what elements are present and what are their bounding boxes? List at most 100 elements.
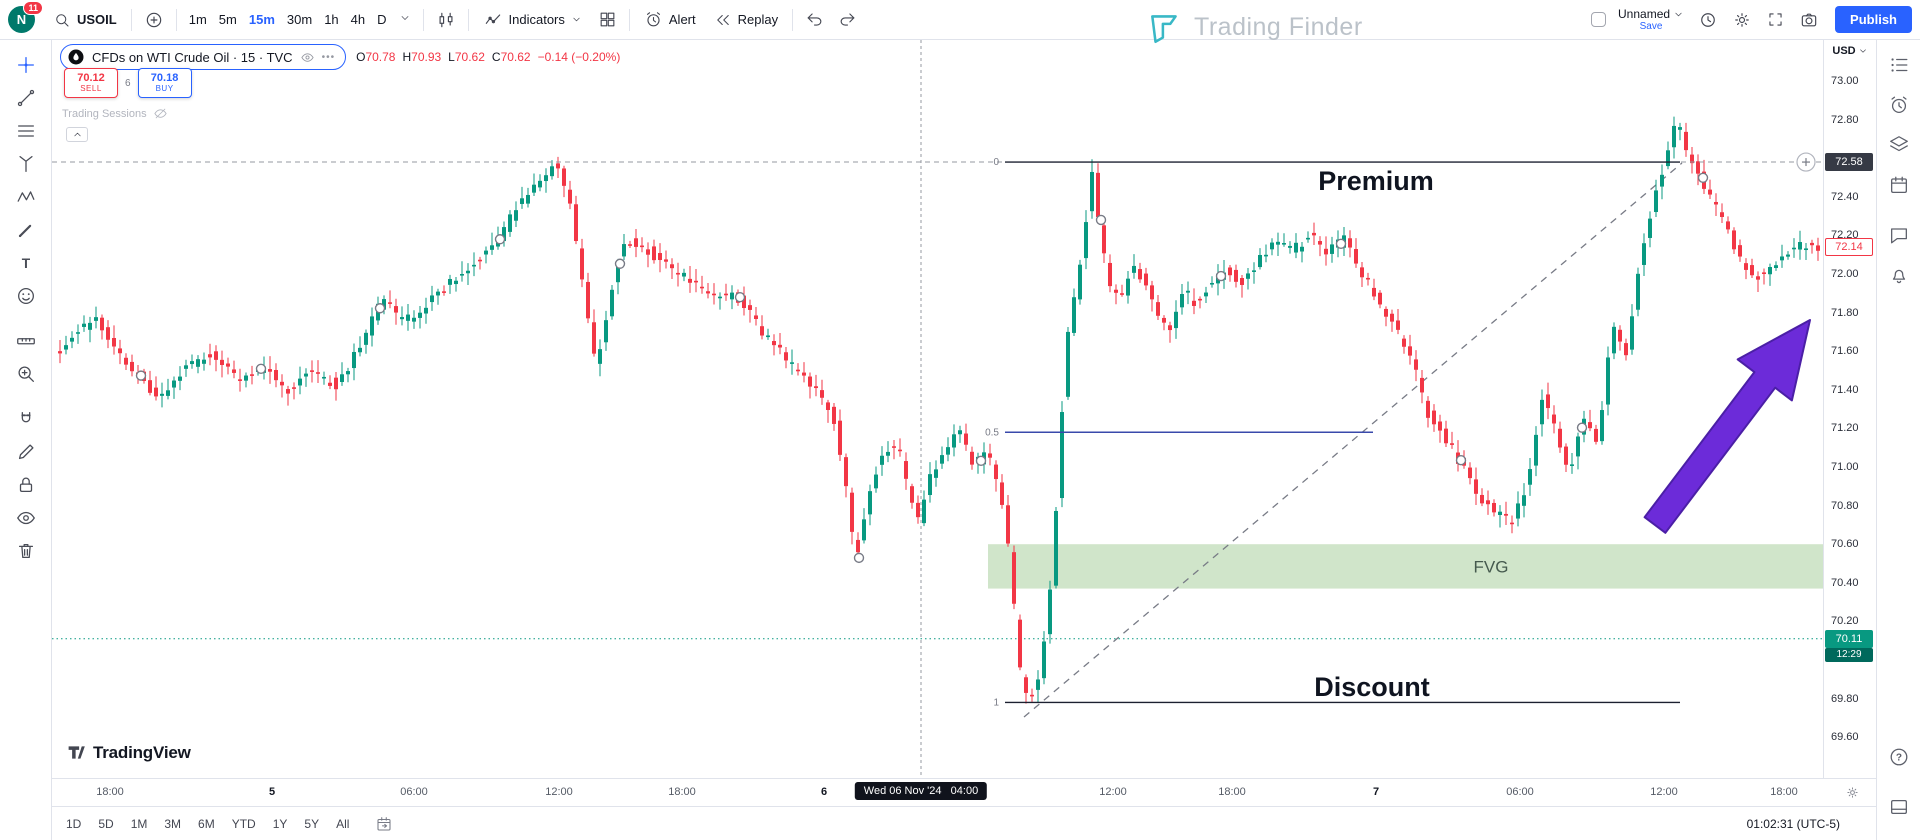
range-3M[interactable]: 3M <box>164 816 182 831</box>
fib-retracement-tool-button[interactable] <box>7 114 45 147</box>
timeframe-1m[interactable]: 1m <box>183 7 213 32</box>
range-5Y[interactable]: 5Y <box>304 816 320 831</box>
arrow-drawing[interactable] <box>1643 319 1811 534</box>
range-YTD[interactable]: YTD <box>231 816 256 831</box>
goto-date-icon[interactable] <box>375 815 393 833</box>
lock-tool-button[interactable] <box>7 468 45 501</box>
timeframe-1d[interactable]: D <box>371 7 392 32</box>
crosshair-tool-button[interactable] <box>7 48 45 81</box>
trading-sessions-label: Trading Sessions <box>62 107 147 120</box>
timeframe-15m[interactable]: 15m <box>243 7 281 32</box>
notifications-panel-button[interactable] <box>1881 260 1917 290</box>
emoji-tool-button[interactable] <box>7 279 45 312</box>
dashed-trendline[interactable] <box>1023 162 1683 718</box>
session-marker[interactable] <box>975 455 987 467</box>
redo-button[interactable] <box>832 4 863 35</box>
price-chart[interactable]: 0 0.5 1 Premium Discount FVG <box>52 40 1823 778</box>
timeframe-menu-button[interactable] <box>393 7 417 32</box>
eye-off-icon[interactable] <box>153 106 168 121</box>
symbol-pill[interactable]: CFDs on WTI Crude Oil · 15 · TVC ••• <box>60 44 347 70</box>
session-marker[interactable] <box>255 363 267 375</box>
range-All[interactable]: All <box>336 816 350 831</box>
alerts-panel-button[interactable] <box>1881 90 1917 120</box>
collapse-legend-button[interactable] <box>66 127 88 142</box>
timeframe-5m[interactable]: 5m <box>213 7 243 32</box>
calendar-panel-button[interactable] <box>1881 170 1917 200</box>
magnet-tool-button[interactable] <box>7 402 45 435</box>
buy-button[interactable]: 70.18 BUY <box>137 68 192 98</box>
currency-menu[interactable]: USD <box>1824 45 1876 57</box>
session-marker[interactable] <box>1576 422 1588 433</box>
range-6M[interactable]: 6M <box>198 816 215 831</box>
symbol-search-button[interactable]: USOIL <box>45 5 125 35</box>
zoom-in-tool-button[interactable] <box>7 357 45 390</box>
range-1Y[interactable]: 1Y <box>272 816 288 831</box>
brush-tool-button[interactable] <box>7 213 45 246</box>
chat-panel-button[interactable] <box>1881 220 1917 250</box>
layout-history-button[interactable] <box>1692 4 1724 36</box>
avatar-initial: N <box>16 12 27 27</box>
layout-menu[interactable]: Unnamed Save <box>1618 7 1684 32</box>
sell-button[interactable]: 70.12 SELL <box>64 68 118 98</box>
chart-plot[interactable]: 0 0.5 1 Premium Discount FVG CFDs on WTI Crud… <box>52 40 1823 778</box>
session-marker[interactable] <box>1697 172 1709 183</box>
session-marker[interactable] <box>374 303 386 314</box>
help-button[interactable]: ? <box>1881 742 1917 772</box>
range-5D[interactable]: 5D <box>98 816 114 831</box>
session-marker[interactable] <box>494 234 506 245</box>
text-tool-button[interactable]: T <box>7 246 45 279</box>
range-1M[interactable]: 1M <box>130 816 148 831</box>
timeframe-4h[interactable]: 4h <box>345 7 371 32</box>
trash-tool-button[interactable] <box>7 534 45 567</box>
eye-tool-button[interactable] <box>7 501 45 534</box>
watchlist-panel-button[interactable] <box>1881 50 1917 80</box>
user-avatar[interactable]: N 11 <box>8 1 43 33</box>
time-axis[interactable]: Wed 06 Nov '24 04:00 18:00 5 06:00 12:00 18:… <box>52 778 1876 806</box>
premium-label[interactable]: Premium <box>1318 166 1434 196</box>
timeframe-30m[interactable]: 30m <box>281 7 318 32</box>
timeframe-1h[interactable]: 1h <box>318 7 344 32</box>
layout-checkbox[interactable] <box>1591 12 1607 27</box>
session-marker[interactable] <box>1095 214 1107 226</box>
undo-button[interactable] <box>799 4 830 35</box>
publish-button[interactable]: Publish <box>1835 6 1912 33</box>
fullscreen-button[interactable] <box>1760 4 1791 35</box>
measure-tool-button[interactable] <box>7 324 45 357</box>
layout-name: Unnamed <box>1618 7 1671 21</box>
add-alert-plus-button[interactable] <box>1796 152 1816 172</box>
bottom-panel-button[interactable] <box>1881 792 1917 822</box>
session-clock[interactable]: 01:02:31 (UTC-5) <box>1746 816 1840 831</box>
session-marker[interactable] <box>135 370 147 381</box>
add-symbol-button[interactable] <box>138 4 170 36</box>
fvg-zone[interactable] <box>988 544 1823 589</box>
session-marker[interactable] <box>1455 454 1467 466</box>
fvg-label[interactable]: FVG <box>1474 557 1509 576</box>
session-marker[interactable] <box>1215 270 1227 282</box>
timezone-gear-icon[interactable] <box>1845 785 1860 800</box>
range-1D[interactable]: 1D <box>66 816 82 831</box>
session-marker[interactable] <box>614 258 626 269</box>
xabcd-pattern-tool-button[interactable] <box>7 180 45 213</box>
gear-icon <box>1732 10 1752 30</box>
save-layout-button[interactable]: Save <box>1639 21 1663 32</box>
session-marker[interactable] <box>734 291 746 303</box>
discount-label[interactable]: Discount <box>1314 672 1430 702</box>
trend-line-tool-button[interactable] <box>7 81 45 114</box>
price-tick: 71.40 <box>1831 383 1859 396</box>
legend-visibility-icon[interactable] <box>300 50 315 65</box>
replay-button[interactable]: Replay <box>706 5 786 35</box>
layout-grid-button[interactable] <box>592 4 623 35</box>
session-marker[interactable] <box>1335 238 1347 249</box>
hotlists-panel-button[interactable] <box>1881 130 1917 160</box>
chart-settings-button[interactable] <box>1726 4 1758 36</box>
chart-style-button[interactable] <box>430 4 462 36</box>
screenshot-button[interactable] <box>1793 4 1825 36</box>
indicators-button[interactable]: Indicators <box>475 4 590 36</box>
pitchfork-tool-button[interactable] <box>7 147 45 180</box>
legend-more-button[interactable]: ••• <box>321 51 336 63</box>
tradingview-logo[interactable]: TradingView <box>66 742 191 763</box>
session-marker[interactable] <box>853 552 865 564</box>
pencil-tool-button[interactable] <box>7 435 45 468</box>
price-axis[interactable]: USD 73.00 72.80 72.40 72.20 72.00 71.80 71.60 7… <box>1823 40 1876 778</box>
alert-button[interactable]: Alert <box>636 4 704 35</box>
